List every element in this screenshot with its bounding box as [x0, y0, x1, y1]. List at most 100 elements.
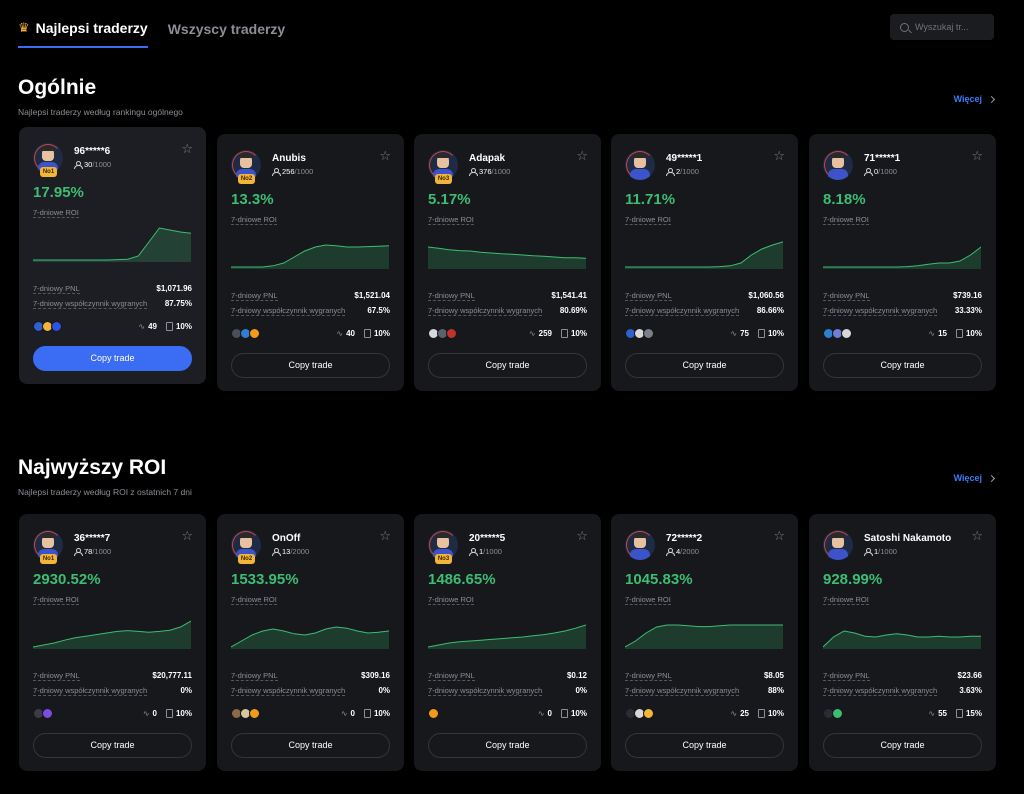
- star-icon[interactable]: ☆: [971, 528, 983, 543]
- trade-stats: ∿ 55 15%: [928, 709, 982, 718]
- trader-name[interactable]: Satoshi Nakamoto: [864, 533, 952, 544]
- pnl-value: $1,060.56: [748, 291, 784, 300]
- search-box[interactable]: [890, 14, 994, 40]
- trader-name[interactable]: Anubis: [272, 153, 306, 164]
- activity-icon: ∿: [730, 329, 738, 338]
- sparkline-area: [428, 247, 586, 269]
- copy-trade-button[interactable]: Copy trade: [231, 353, 390, 378]
- copy-trade-button[interactable]: Copy trade: [428, 353, 587, 378]
- trader-name[interactable]: 49*****1: [666, 153, 703, 164]
- trader-card[interactable]: Satoshi Nakamoto 1/1000 ☆ 928.99% 7-dnio…: [809, 514, 996, 771]
- pnl-value: $1,071.96: [156, 284, 192, 293]
- tab-all-traders[interactable]: Wszyscy traderzy: [168, 15, 286, 47]
- win-rate-label: 7-dniowy współczynnik wygranych: [823, 306, 938, 316]
- star-icon[interactable]: ☆: [181, 528, 193, 543]
- trader-card[interactable]: 49*****1 2/1000 ☆ 11.71% 7-dniowe ROI 7-…: [611, 134, 798, 391]
- win-rate-value: 88%: [767, 686, 784, 695]
- followers-value: 2: [676, 167, 681, 176]
- win-rate-label: 7-dniowy współczynnik wygranych: [625, 306, 740, 316]
- profit-share: 10%: [570, 329, 587, 338]
- copy-trade-button[interactable]: Copy trade: [428, 733, 587, 758]
- trade-stats: ∿ 0 10%: [143, 709, 192, 718]
- win-rate-value: 33.33%: [954, 306, 982, 315]
- activity-icon: ∿: [928, 709, 936, 718]
- sparkline-line: [428, 624, 586, 648]
- star-icon[interactable]: ☆: [576, 528, 588, 543]
- win-rate-value: 86.66%: [756, 306, 784, 315]
- trader-card[interactable]: 72*****2 4/2000 ☆ 1045.83% 7-dniowe ROI …: [611, 514, 798, 771]
- roi-label: 7-dniowe ROI: [823, 595, 869, 605]
- copy-trade-button[interactable]: Copy trade: [33, 733, 192, 758]
- followers-max: /1000: [491, 167, 511, 176]
- trader-name[interactable]: 20*****5: [469, 533, 506, 544]
- search-input[interactable]: [915, 22, 987, 32]
- more-link-top-roi[interactable]: Więcej: [954, 473, 996, 483]
- coin-icons: [428, 328, 457, 339]
- tab-top-traders[interactable]: ♛ Najlepsi traderzy: [18, 14, 148, 48]
- user-icon: [469, 168, 478, 176]
- star-icon[interactable]: ☆: [773, 148, 785, 163]
- sparkline-area: [823, 631, 981, 649]
- trader-name[interactable]: OnOff: [272, 533, 301, 544]
- pnl-label: 7-dniowy PNL: [33, 284, 80, 294]
- tab-label: Najlepsi traderzy: [35, 20, 148, 36]
- sparkline-line: [823, 630, 981, 648]
- copy-trade-button[interactable]: Copy trade: [823, 733, 982, 758]
- trade-stats: ∿ 0 10%: [341, 709, 390, 718]
- win-rate-label: 7-dniowy współczynnik wygranych: [428, 306, 543, 316]
- win-rate-value: 87.75%: [164, 299, 192, 308]
- trader-card[interactable]: No1 96*****6 30/1000 ☆ 17.95% 7-dniowe R…: [19, 127, 206, 384]
- sparkline-area: [625, 241, 783, 269]
- win-rate-value: 3.63%: [959, 686, 982, 695]
- pnl-value: $8.05: [763, 671, 784, 680]
- trader-card[interactable]: No2 Anubis 256/1000 ☆ 13.3% 7-dniowe ROI…: [217, 134, 404, 391]
- star-icon[interactable]: ☆: [971, 148, 983, 163]
- sparkline-line: [625, 241, 783, 268]
- trader-name[interactable]: 96*****6: [74, 146, 111, 157]
- document-icon: [165, 709, 173, 718]
- trades-count: 25: [740, 709, 749, 718]
- coin-icon: [51, 321, 62, 332]
- more-link-overall[interactable]: Więcej: [954, 94, 996, 104]
- trade-stats: ∿ 0 10%: [538, 709, 587, 718]
- star-icon[interactable]: ☆: [181, 141, 193, 156]
- trader-card[interactable]: No1 36*****7 78/1000 ☆ 2930.52% 7-dniowe…: [19, 514, 206, 771]
- pnl-value: $1,541.41: [551, 291, 587, 300]
- star-icon[interactable]: ☆: [379, 148, 391, 163]
- trader-card[interactable]: No3 Adapak 376/1000 ☆ 5.17% 7-dniowe ROI…: [414, 134, 601, 391]
- star-icon[interactable]: ☆: [576, 148, 588, 163]
- copy-trade-button[interactable]: Copy trade: [625, 353, 784, 378]
- roi-label: 7-dniowe ROI: [428, 215, 474, 225]
- copy-trade-button[interactable]: Copy trade: [625, 733, 784, 758]
- coin-icon: [832, 708, 843, 719]
- trader-name[interactable]: 72*****2: [666, 533, 703, 544]
- copy-trade-button[interactable]: Copy trade: [231, 733, 390, 758]
- avatar: No2: [231, 150, 261, 184]
- roi-value: 2930.52%: [33, 571, 101, 588]
- win-rate-label: 7-dniowy współczynnik wygranych: [823, 686, 938, 696]
- trader-name[interactable]: 36*****7: [74, 533, 111, 544]
- trader-card[interactable]: No3 20*****5 1/1000 ☆ 1486.65% 7-dniowe …: [414, 514, 601, 771]
- star-icon[interactable]: ☆: [773, 528, 785, 543]
- profit-share: 10%: [965, 329, 982, 338]
- pnl-label: 7-dniowy PNL: [231, 291, 278, 301]
- coin-icons: [625, 328, 654, 339]
- trades-count: 0: [350, 709, 355, 718]
- followers-count: 256/1000: [272, 167, 313, 176]
- trader-card[interactable]: 71*****1 0/1000 ☆ 8.18% 7-dniowe ROI 7-d…: [809, 134, 996, 391]
- trader-card[interactable]: No2 OnOff 13/2000 ☆ 1533.95% 7-dniowe RO…: [217, 514, 404, 771]
- copy-trade-button[interactable]: Copy trade: [823, 353, 982, 378]
- coin-icons: [823, 328, 852, 339]
- coin-icons: [625, 708, 654, 719]
- copy-trade-button[interactable]: Copy trade: [33, 346, 192, 371]
- sparkline-line: [428, 246, 586, 259]
- coin-icons: [33, 708, 53, 719]
- chevron-right-icon: [987, 474, 996, 482]
- followers-count: 2/1000: [666, 167, 699, 176]
- followers-max: /1000: [878, 547, 897, 556]
- trader-name[interactable]: Adapak: [469, 153, 506, 164]
- star-icon[interactable]: ☆: [379, 528, 391, 543]
- win-rate-label: 7-dniowy współczynnik wygranych: [33, 299, 148, 309]
- trader-name[interactable]: 71*****1: [864, 153, 901, 164]
- user-icon: [666, 548, 675, 556]
